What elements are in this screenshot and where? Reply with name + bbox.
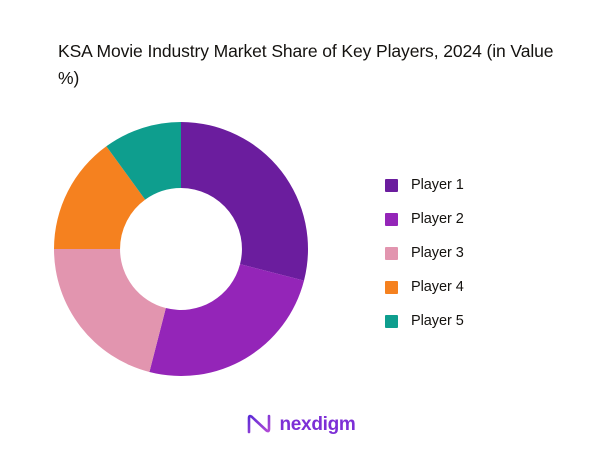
legend-swatch-icon (385, 246, 398, 260)
brand-logo: nexdigm (246, 413, 356, 435)
nexdigm-n-logo-icon (248, 414, 271, 434)
legend-item-label: Player 1 (411, 177, 464, 193)
donut-chart-svg (54, 122, 308, 376)
legend-item-4[interactable]: Player 4 (385, 270, 545, 304)
footer: nexdigm (0, 413, 602, 435)
legend-swatch-icon (385, 280, 398, 294)
donut-slice-4[interactable] (54, 146, 146, 249)
legend-swatch-icon (385, 314, 398, 328)
legend-item-label: Player 2 (411, 211, 464, 227)
legend-item-label: Player 5 (411, 313, 464, 329)
donut-slice-3[interactable] (54, 249, 166, 373)
donut-slice-1[interactable] (181, 122, 308, 281)
donut-chart (54, 122, 308, 376)
donut-slice-group (54, 122, 308, 376)
donut-slice-5[interactable] (106, 122, 181, 200)
legend-swatch-icon (385, 178, 398, 192)
chart-legend: Player 1 Player 2 Player 3 Player 4 Player 5 (385, 168, 545, 338)
legend-item-3[interactable]: Player 3 (385, 236, 545, 270)
page-title: KSA Movie Industry Market Share of Key P… (58, 41, 554, 88)
legend-item-1[interactable]: Player 1 (385, 168, 545, 202)
legend-item-label: Player 4 (411, 279, 464, 295)
legend-item-label: Player 3 (411, 245, 464, 261)
legend-item-5[interactable]: Player 5 (385, 304, 545, 338)
legend-swatch-icon (385, 212, 398, 226)
legend-item-2[interactable]: Player 2 (385, 202, 545, 236)
donut-slice-2[interactable] (149, 264, 305, 376)
chart-area (0, 105, 370, 395)
brand-name: nexdigm (279, 413, 356, 435)
